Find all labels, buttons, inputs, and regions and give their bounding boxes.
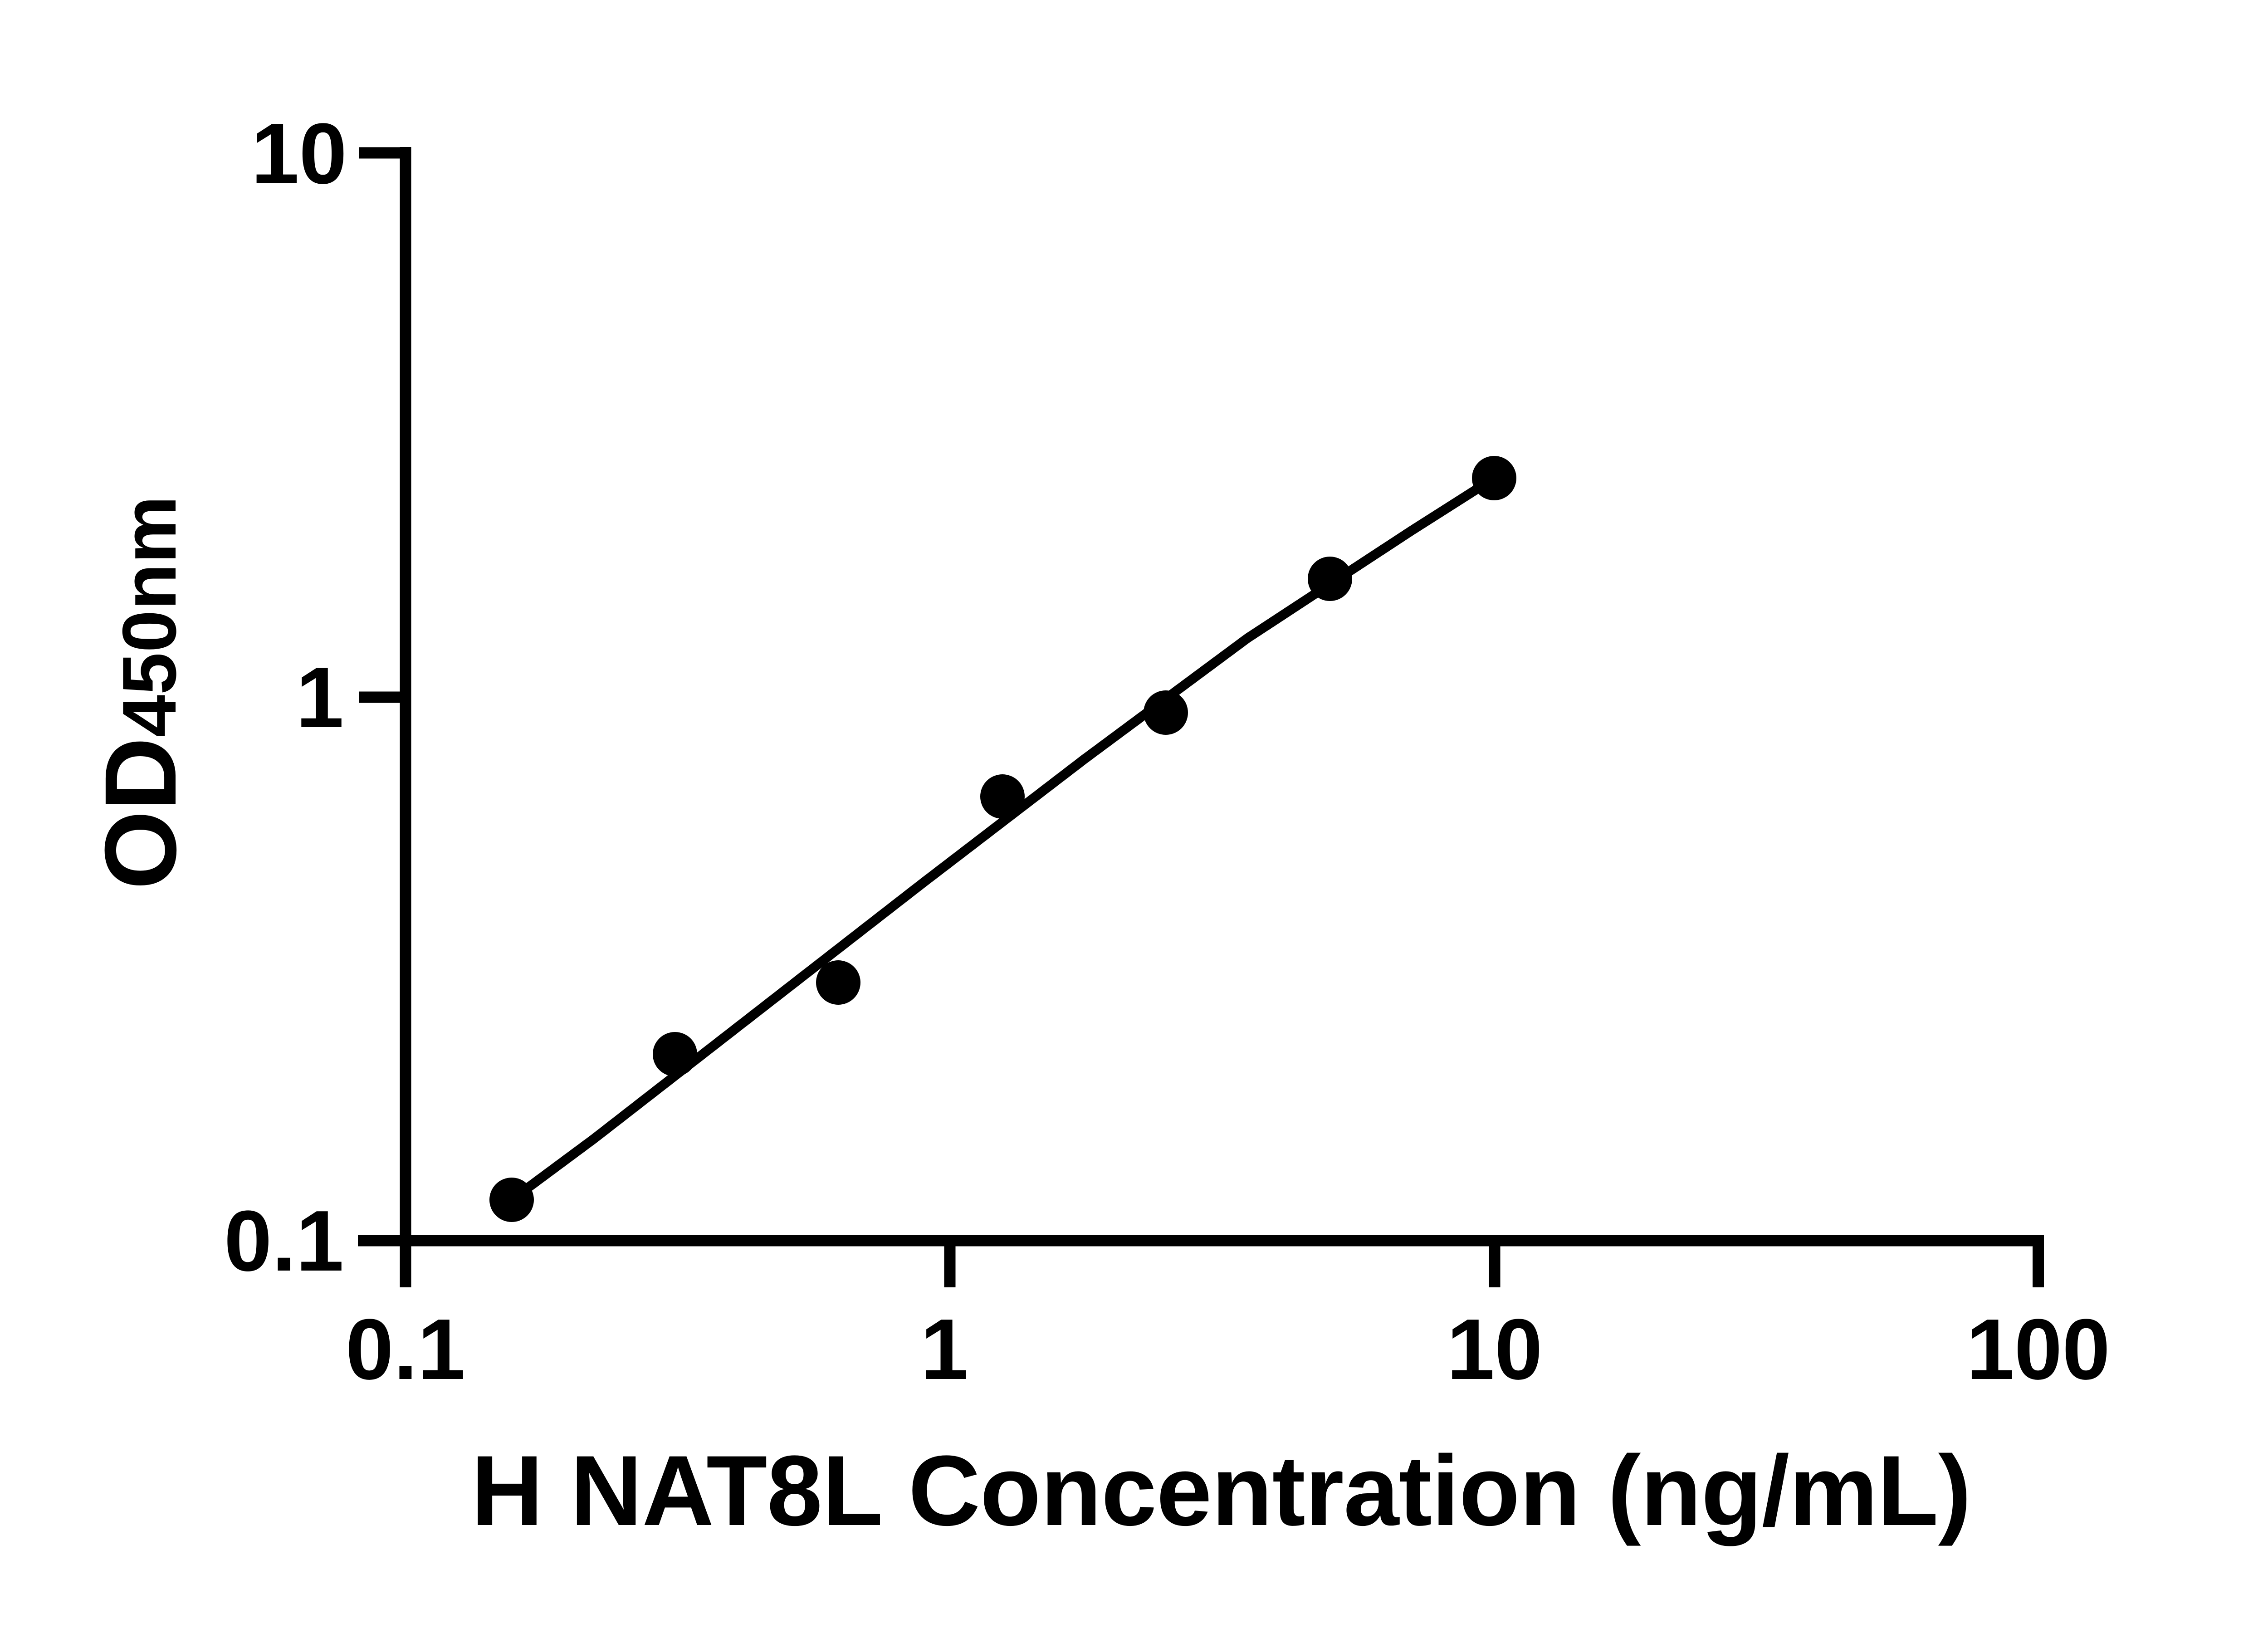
- svg-text:0.1: 0.1: [346, 1301, 465, 1398]
- svg-text:1: 1: [920, 1301, 968, 1398]
- svg-text:1: 1: [296, 650, 344, 746]
- svg-text:H NAT8L Concentration (ng/mL): H NAT8L Concentration (ng/mL): [471, 1435, 1971, 1546]
- svg-text:10: 10: [1447, 1301, 1542, 1398]
- svg-text:10: 10: [251, 106, 347, 202]
- svg-text:100: 100: [1966, 1301, 2110, 1398]
- svg-text:0.1: 0.1: [224, 1193, 344, 1289]
- svg-text:OD450nm: OD450nm: [84, 496, 197, 890]
